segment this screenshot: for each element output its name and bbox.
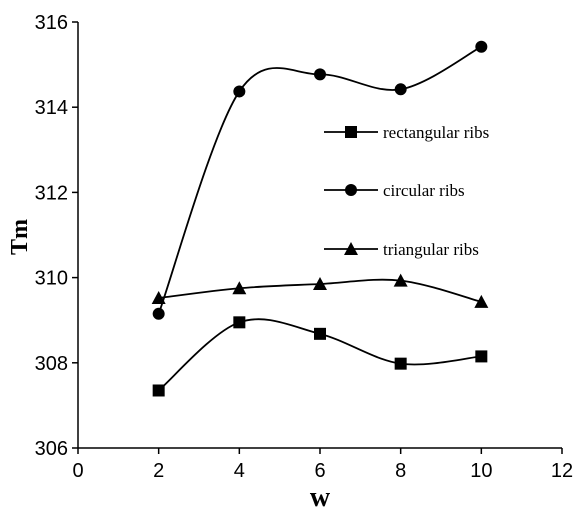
data-point-triangular [232,281,247,295]
data-point-triangular [393,273,408,287]
data-point-triangular [474,294,489,308]
y-tick-label: 314 [35,97,68,119]
data-point-circular [394,83,407,96]
chart-legend: rectangular ribs circular ribs triangular … [324,123,489,259]
series-line-circular [157,45,482,315]
x-tick-label: 8 [395,460,406,482]
data-point-circular [475,40,488,53]
chart-markers [151,40,489,397]
legend-label-rectangular: rectangular ribs [383,123,489,142]
y-tick-label: 306 [35,438,68,460]
y-tick-label: 308 [35,353,68,375]
data-point-triangular [151,291,166,305]
x-tick-label: 2 [153,460,164,482]
x-tick-label: 6 [314,460,325,482]
x-tick-label: 10 [470,460,492,482]
y-tick-label: 312 [35,182,68,204]
legend-marker-circular [345,184,357,196]
data-point-rectangular [475,350,488,363]
legend-marker-triangular [344,242,358,255]
legend-label-triangular: triangular ribs [383,240,479,259]
data-point-rectangular [152,384,165,397]
y-tick-label: 316 [35,12,68,34]
x-tick-label: 12 [551,460,573,482]
data-point-circular [314,68,326,81]
data-point-rectangular [314,327,326,340]
x-tick-label: 0 [72,460,83,482]
chart-axes: 306 308 310 312 314 316 0 2 4 6 8 10 12 [35,12,574,482]
data-point-rectangular [233,316,246,329]
data-point-circular [233,85,246,98]
data-point-circular [152,307,165,320]
x-axis-title: w [310,482,331,509]
legend-marker-rectangular [345,126,357,138]
data-point-rectangular [394,357,407,370]
x-tick-label: 4 [234,460,245,482]
y-axis-title: Tm [7,219,33,255]
data-point-triangular [313,276,327,290]
legend-label-circular: circular ribs [383,181,465,200]
y-tick-label: 310 [35,268,68,290]
